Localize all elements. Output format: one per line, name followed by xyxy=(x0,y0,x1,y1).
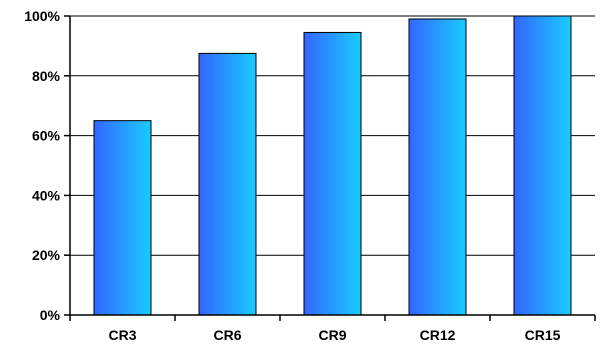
y-tick-label: 80% xyxy=(32,68,61,84)
x-tick-label: CR6 xyxy=(213,327,241,343)
x-tick-label: CR15 xyxy=(525,327,561,343)
bar-cr6 xyxy=(198,52,257,316)
bars xyxy=(93,15,572,316)
bar-cr12 xyxy=(408,18,467,316)
bar-cr9 xyxy=(303,31,362,316)
x-axis-labels: CR3 CR6 CR9 CR12 CR15 xyxy=(108,327,560,343)
x-tick-label: CR9 xyxy=(318,327,346,343)
axes xyxy=(64,15,596,321)
bar-cr15 xyxy=(513,15,572,316)
x-tick-label: CR3 xyxy=(108,327,136,343)
y-tick-label: 40% xyxy=(32,187,61,203)
y-axis-labels: 0% 20% 40% 60% 80% 100% xyxy=(24,8,60,323)
y-tick-label: 0% xyxy=(40,307,61,323)
y-tick-label: 100% xyxy=(24,8,60,24)
x-tick-label: CR12 xyxy=(420,327,456,343)
y-tick-label: 60% xyxy=(32,128,61,144)
y-tick-label: 20% xyxy=(32,247,61,263)
bar-cr3 xyxy=(93,120,152,316)
